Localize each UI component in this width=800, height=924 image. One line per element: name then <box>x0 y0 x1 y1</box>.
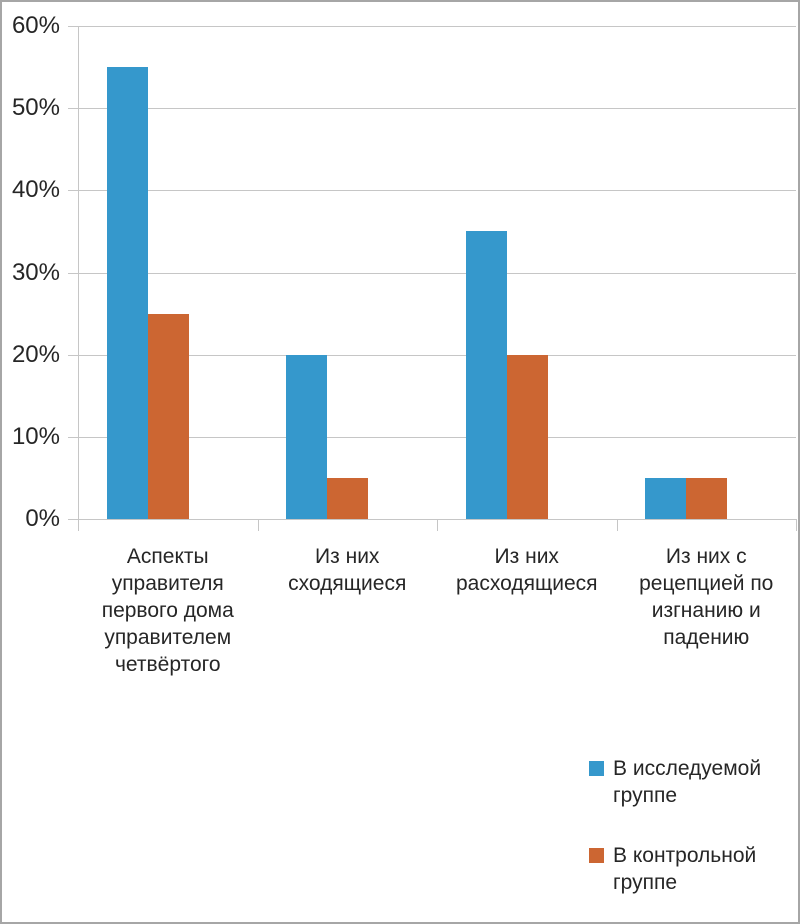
bar-series2-category3 <box>506 354 548 519</box>
y-axis-tick <box>68 436 78 438</box>
x-axis-tick <box>437 519 438 531</box>
y-axis-tick-label: 50% <box>11 94 60 122</box>
x-category-label-3: Из них расходящиеся <box>455 545 598 595</box>
y-axis-tick <box>68 354 78 356</box>
y-axis-tick-label: 60% <box>11 12 60 39</box>
bar-series1-category2 <box>286 354 328 519</box>
x-category-label-1: Аспекты управителя первого дома управите… <box>101 545 234 676</box>
legend-entry-control-group: В контрольной группе <box>589 842 778 896</box>
bar-series1-category1 <box>106 67 148 519</box>
gridline-40% <box>78 190 796 192</box>
y-axis-tick <box>68 26 78 27</box>
legend-entry-study-group: В исследуемой группе <box>589 755 778 809</box>
bar-series2-category1 <box>147 313 189 519</box>
y-axis-tick <box>68 272 78 274</box>
plot-area <box>68 26 797 531</box>
legend-label-control-group: В контрольной группе <box>613 844 757 894</box>
x-category-label-4: Из них с рецепцией по изгнанию и падению <box>639 545 774 649</box>
y-axis-tick-label: 0% <box>25 505 60 532</box>
legend: В исследуемой группе В контрольной групп… <box>589 755 778 896</box>
y-axis-tick <box>68 108 78 110</box>
x-category-label-2: Из них сходящиеся <box>288 545 407 595</box>
y-axis-tick-label: 40% <box>11 176 60 204</box>
x-axis-tick <box>78 519 79 531</box>
gridline-60% <box>78 26 796 27</box>
y-axis-tick <box>68 519 78 520</box>
bar-series2-category4 <box>686 477 728 519</box>
gridline-20% <box>78 354 796 356</box>
bar-series1-category4 <box>645 477 687 519</box>
legend-swatch-study-group <box>589 761 604 776</box>
x-axis-tick <box>796 519 797 531</box>
gridline-10% <box>78 436 796 438</box>
y-axis-tick-label: 30% <box>11 258 60 286</box>
legend-swatch-control-group <box>589 848 604 863</box>
legend-label-study-group: В исследуемой группе <box>613 757 762 807</box>
gridline-50% <box>78 108 796 110</box>
bar-series1-category3 <box>465 231 507 519</box>
y-axis-tick-label: 20% <box>11 340 60 368</box>
bar-series2-category2 <box>327 477 369 519</box>
x-axis-tick <box>616 519 618 531</box>
y-axis-tick <box>68 190 78 192</box>
y-axis-tick-label: 10% <box>11 422 60 450</box>
gridline-30% <box>78 272 796 274</box>
x-axis-tick <box>257 519 259 531</box>
